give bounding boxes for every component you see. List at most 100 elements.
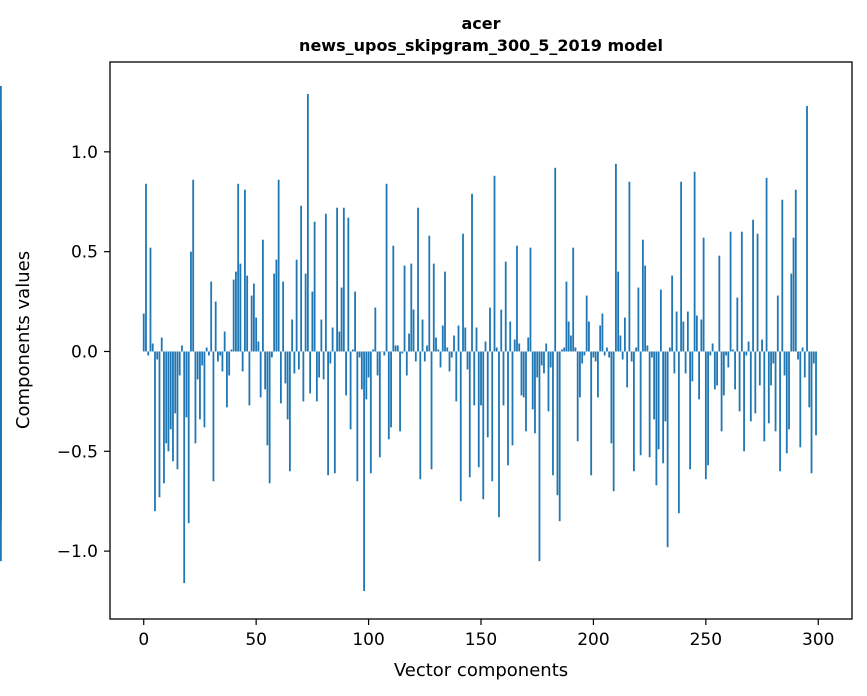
bar [291,319,294,352]
bar [205,347,208,352]
y-tick-label: −1.0 [57,542,98,562]
bar [259,351,262,398]
bar [457,325,460,352]
bar [338,331,341,352]
bar [495,347,498,352]
bar-series [0,85,817,592]
bar [0,271,2,352]
bar [511,351,514,446]
bar [235,271,237,352]
bar [561,349,563,352]
bar [349,351,352,430]
bar [471,193,473,352]
bar [619,335,622,352]
bar [545,343,548,352]
bar [527,337,530,352]
bar [237,183,240,352]
bar [160,337,163,352]
bar [372,349,374,352]
bar [363,351,365,592]
bar [459,351,462,502]
bar [664,351,667,422]
bar [284,351,287,384]
bar [329,351,332,364]
bar [446,347,449,352]
bar [498,351,500,518]
bar [331,327,334,352]
bar [241,351,244,372]
bar [163,351,165,484]
bar [192,179,195,352]
bar [698,351,700,400]
bar [410,263,413,352]
bar [297,351,300,370]
bar [214,301,217,352]
bar [815,351,817,436]
bar [704,351,707,480]
bar [423,351,426,362]
bar [675,311,678,352]
bar [650,351,653,358]
bar [686,311,689,352]
bar [538,351,541,562]
bar [475,327,478,352]
bar [689,351,692,470]
bar [399,351,401,432]
bar [453,335,455,352]
bar [576,351,579,442]
chart-title: acer [461,14,500,33]
bar [212,351,215,482]
bar [756,233,759,352]
bar [210,281,213,352]
bar [239,263,242,352]
bar [378,351,381,458]
bar [637,287,640,352]
bar [342,207,345,352]
bar [812,351,815,364]
bar [716,351,718,386]
bar [374,307,377,352]
bar [322,351,325,380]
bar [572,247,575,352]
bar [185,351,188,418]
bar [599,325,602,352]
bar [156,351,159,360]
bar [365,351,368,400]
bar [594,351,597,362]
bar [588,321,590,352]
bar [270,351,273,358]
bar [729,231,732,352]
bar [709,351,712,356]
bar [149,247,152,352]
x-axis: 0 50 100 150 200 250 300 [138,619,834,650]
bar [743,351,745,452]
bar [309,351,312,394]
bar [783,351,786,376]
bar [718,255,721,352]
bar [304,273,307,352]
bar [414,351,417,362]
bar [509,321,512,352]
bar [666,351,669,548]
bar [608,351,611,358]
bar [549,351,552,368]
bar [360,351,363,390]
bar [677,351,680,514]
bar [680,181,683,352]
bar [441,325,444,352]
bar [282,281,285,352]
bar [145,183,147,352]
x-tick-label: 50 [245,630,267,650]
x-tick-label: 300 [802,630,834,650]
bar [300,205,303,352]
bar [482,351,485,500]
bar [0,351,2,456]
bar [484,341,487,352]
bar [347,217,350,352]
bar [624,317,626,352]
bar [570,335,572,352]
bar [455,351,458,402]
bar [392,245,395,352]
bar [255,317,258,352]
